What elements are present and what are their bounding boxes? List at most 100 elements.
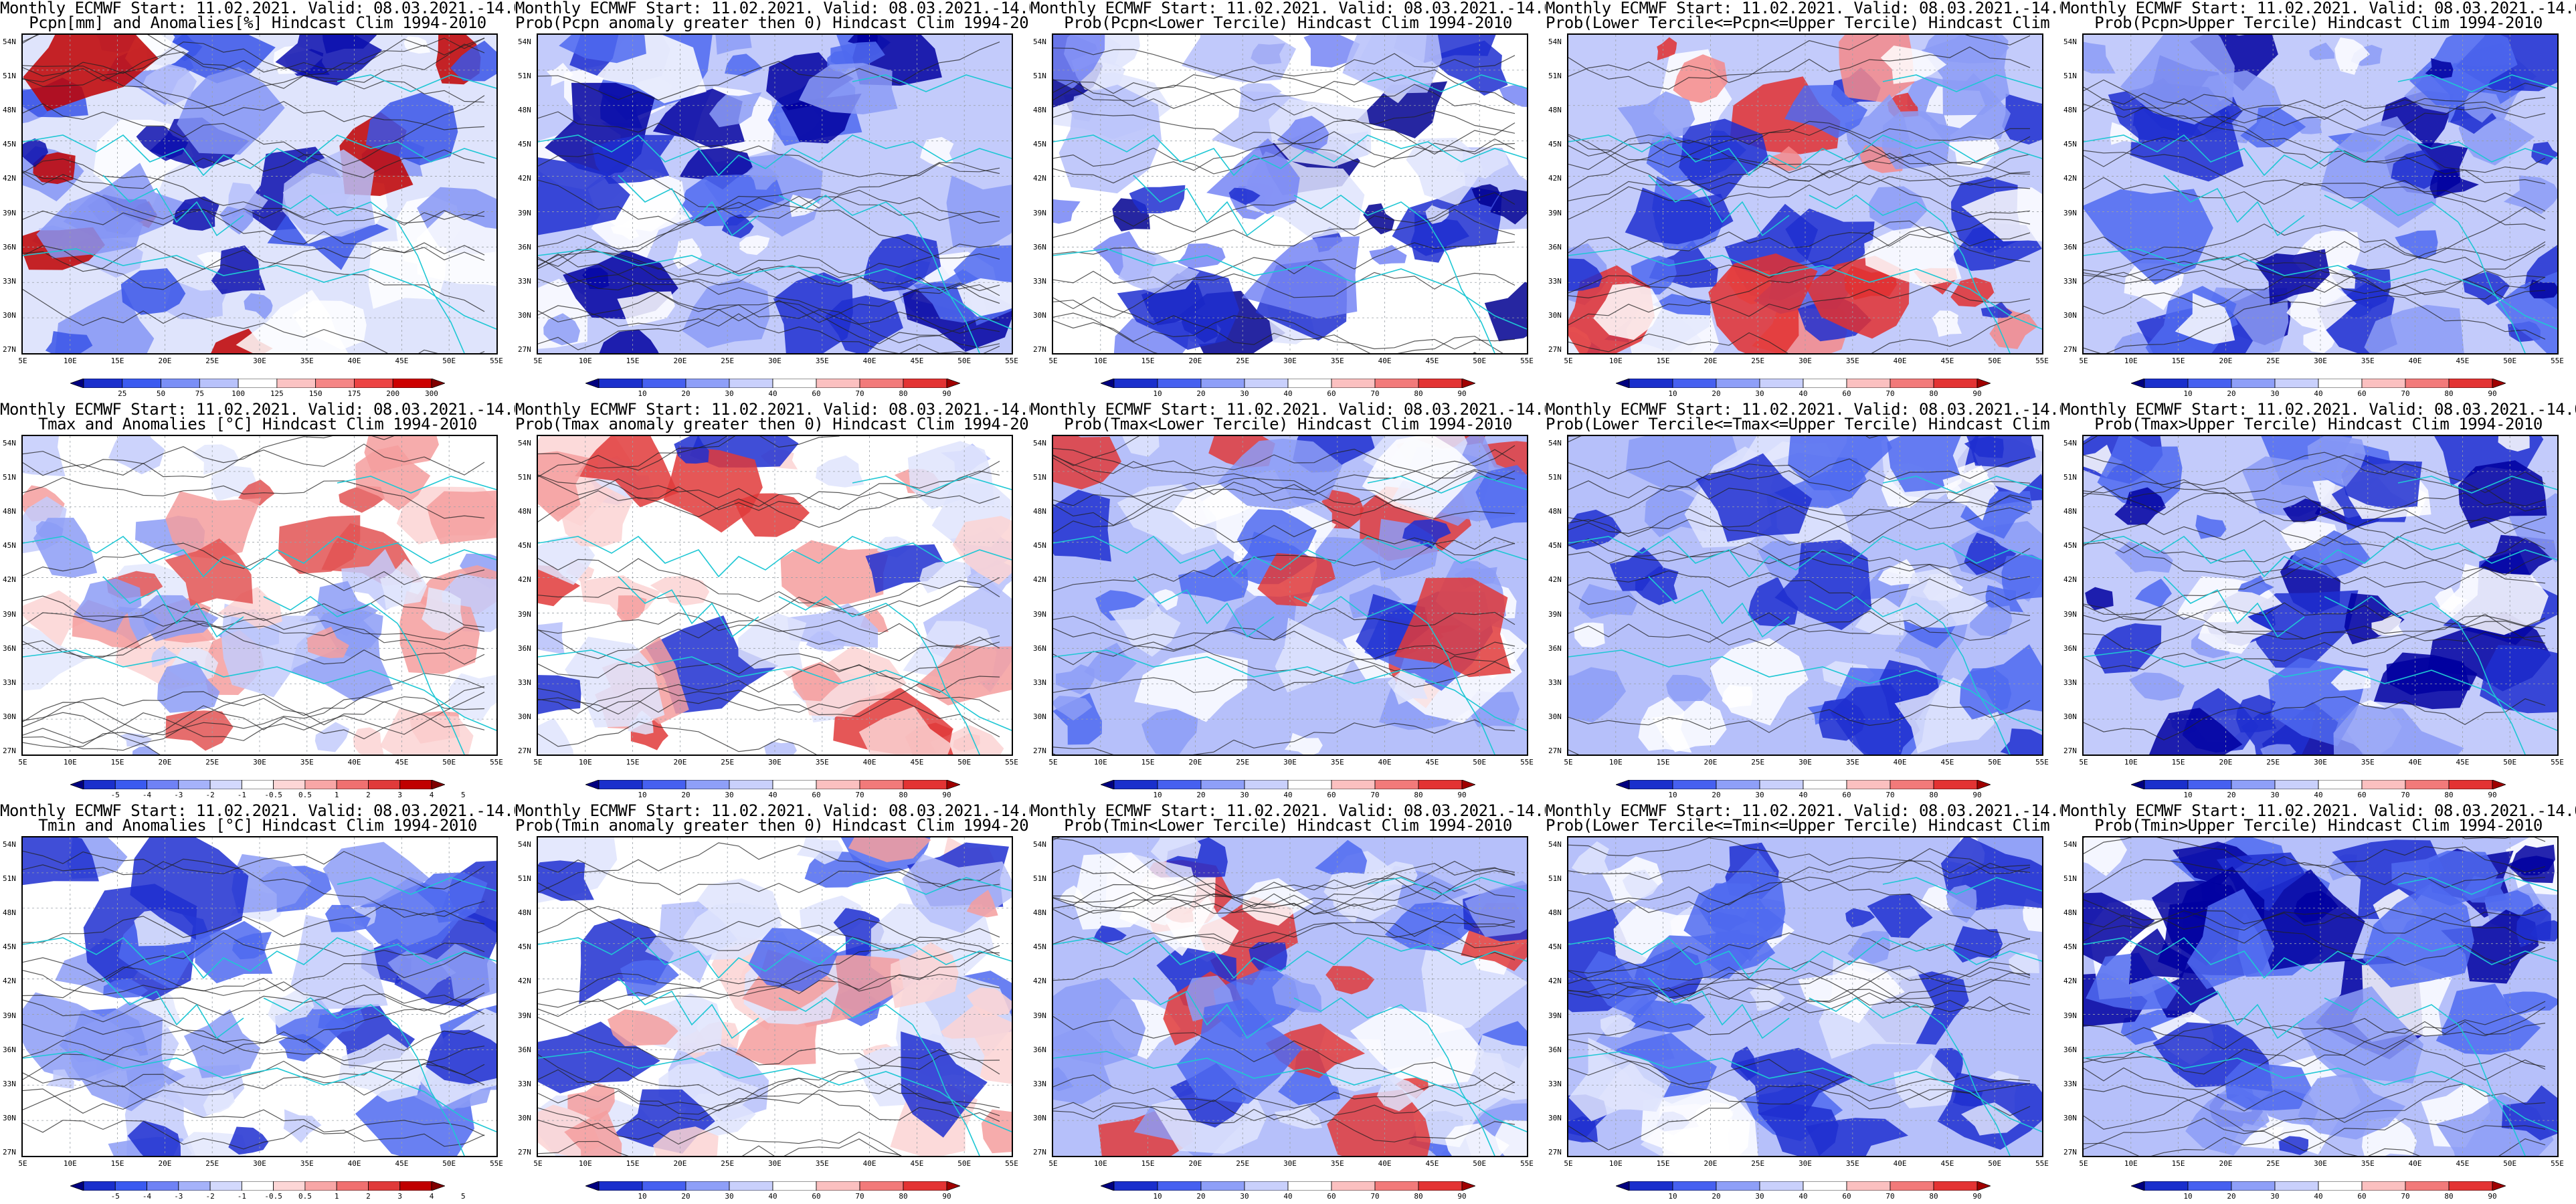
latitude-label: 39N — [1548, 609, 1562, 619]
colorbar-label: 90 — [2488, 791, 2497, 799]
coastline — [2458, 623, 2526, 755]
shaded-region — [1940, 134, 2000, 169]
contour-line — [2084, 909, 2546, 934]
contour-line — [538, 721, 818, 755]
shaded-region — [1867, 893, 1933, 938]
shaded-region — [2363, 882, 2474, 988]
longitude-label: 25E — [205, 758, 219, 767]
colorbar-swatch — [1616, 379, 1630, 388]
colorbar-label: 40 — [1799, 1192, 1808, 1201]
shaded-region — [1284, 732, 1323, 755]
contour-line — [1053, 110, 1515, 160]
contour-line — [1568, 961, 2031, 1003]
longitude-label: 45E — [395, 357, 409, 365]
longitude-label: 30E — [1799, 1159, 1812, 1168]
contour-line — [2084, 837, 2546, 842]
shaded-region — [1363, 203, 1395, 235]
shaded-region — [1805, 1118, 1908, 1156]
longitude-label: 20E — [673, 758, 687, 767]
shaded-region — [2309, 42, 2335, 60]
latitude-label: 27N — [518, 746, 531, 755]
coastline — [23, 936, 496, 979]
shaded-region — [1228, 187, 1261, 205]
panel-title-line1: Monthly ECMWF Start: 11.02.2021. Valid: … — [0, 401, 515, 419]
shaded-region — [2510, 844, 2555, 876]
longitude-label: 45E — [910, 1159, 924, 1168]
contour-line — [1568, 848, 2031, 913]
shaded-region — [1784, 84, 1868, 138]
contour-line — [1053, 894, 1515, 948]
colorbar-label: 90 — [1457, 1192, 1467, 1201]
shaded-region — [74, 578, 142, 633]
colorbar-label: 30 — [1240, 791, 1249, 799]
coastline — [1367, 476, 1527, 494]
panel-title-line1: Monthly ECMWF Start: 11.02.2021. Valid: … — [515, 0, 1030, 17]
contour-line — [1568, 175, 2031, 220]
colorbar-label: 10 — [1668, 389, 1677, 398]
latitude-label: 36N — [1033, 1045, 1046, 1054]
map-canvas — [537, 435, 1013, 756]
latitude-label: 42N — [1033, 977, 1046, 986]
colorbar-swatch — [1629, 379, 1673, 388]
coastline — [538, 649, 1012, 731]
latitude-label: 51N — [3, 473, 16, 482]
coastline — [1882, 74, 2042, 92]
longitude-label: 55E — [2551, 758, 2564, 767]
longitude-label: 5E — [18, 758, 27, 767]
contour-line — [2084, 492, 2546, 522]
contour-line — [538, 153, 1000, 260]
longitude-label: 40E — [862, 1159, 877, 1168]
contour-line — [23, 1088, 485, 1147]
longitude-label: 45E — [1425, 357, 1439, 365]
colorbar — [70, 780, 445, 789]
shaded-region — [2097, 436, 2183, 512]
contour-line — [1053, 312, 1503, 353]
longitude-label: 35E — [2361, 357, 2375, 365]
panel-title-line2: Prob(Tmax anomaly greater then 0) Hindca… — [515, 415, 1030, 433]
contour-line — [23, 436, 395, 469]
shaded-region — [2344, 593, 2405, 645]
shaded-region — [325, 904, 371, 932]
shaded-region — [2320, 116, 2439, 228]
contour-line — [23, 95, 485, 189]
longitude-label: 50E — [2503, 758, 2517, 767]
contour-line — [1568, 965, 2031, 1011]
shaded-region — [1571, 841, 1610, 876]
latitude-label: 42N — [2063, 977, 2077, 986]
coastline — [23, 1051, 496, 1132]
longitude-label: 35E — [2361, 1159, 2375, 1168]
contour-line — [2084, 602, 2546, 644]
shaded-region — [620, 960, 679, 997]
panel-title-line2: Prob(Tmin<Lower Tercile) Hindcast Clim 1… — [1064, 816, 1512, 835]
longitude-label: 30E — [768, 357, 781, 365]
colorbar-label: 40 — [2314, 1192, 2323, 1201]
colorbar-label: 60 — [2357, 1192, 2367, 1201]
contour-line — [23, 37, 485, 89]
colorbar-label: 40 — [2314, 389, 2323, 398]
contour-line — [2084, 206, 2546, 278]
map-field — [1053, 837, 1527, 1156]
longitude-label: 35E — [1330, 357, 1344, 365]
latitude-label: 51N — [1033, 72, 1046, 81]
shaded-region — [1568, 509, 1622, 550]
colorbar-label: 40 — [768, 389, 777, 398]
shaded-region — [379, 708, 474, 755]
colorbar-swatch — [729, 780, 773, 789]
shaded-region — [120, 268, 186, 315]
shaded-region — [1734, 1047, 1855, 1121]
latitude-label: 30N — [1033, 1113, 1046, 1122]
contour-line — [1053, 661, 1515, 693]
shaded-region — [1176, 998, 1303, 1104]
shaded-region — [2225, 1062, 2312, 1111]
latitude-label: 39N — [3, 609, 16, 619]
longitude-label: 55E — [1520, 1159, 1534, 1168]
coastline — [1293, 997, 1429, 1025]
longitude-label: 5E — [2079, 758, 2088, 767]
coastline — [1942, 1024, 2011, 1156]
shaded-region — [1964, 532, 2017, 575]
map-canvas — [2082, 836, 2559, 1157]
longitude-label: 45E — [395, 758, 409, 767]
latitude-label: 36N — [1548, 643, 1562, 653]
longitude-label: 40E — [862, 357, 877, 365]
latitude-label: 36N — [1548, 1045, 1562, 1054]
